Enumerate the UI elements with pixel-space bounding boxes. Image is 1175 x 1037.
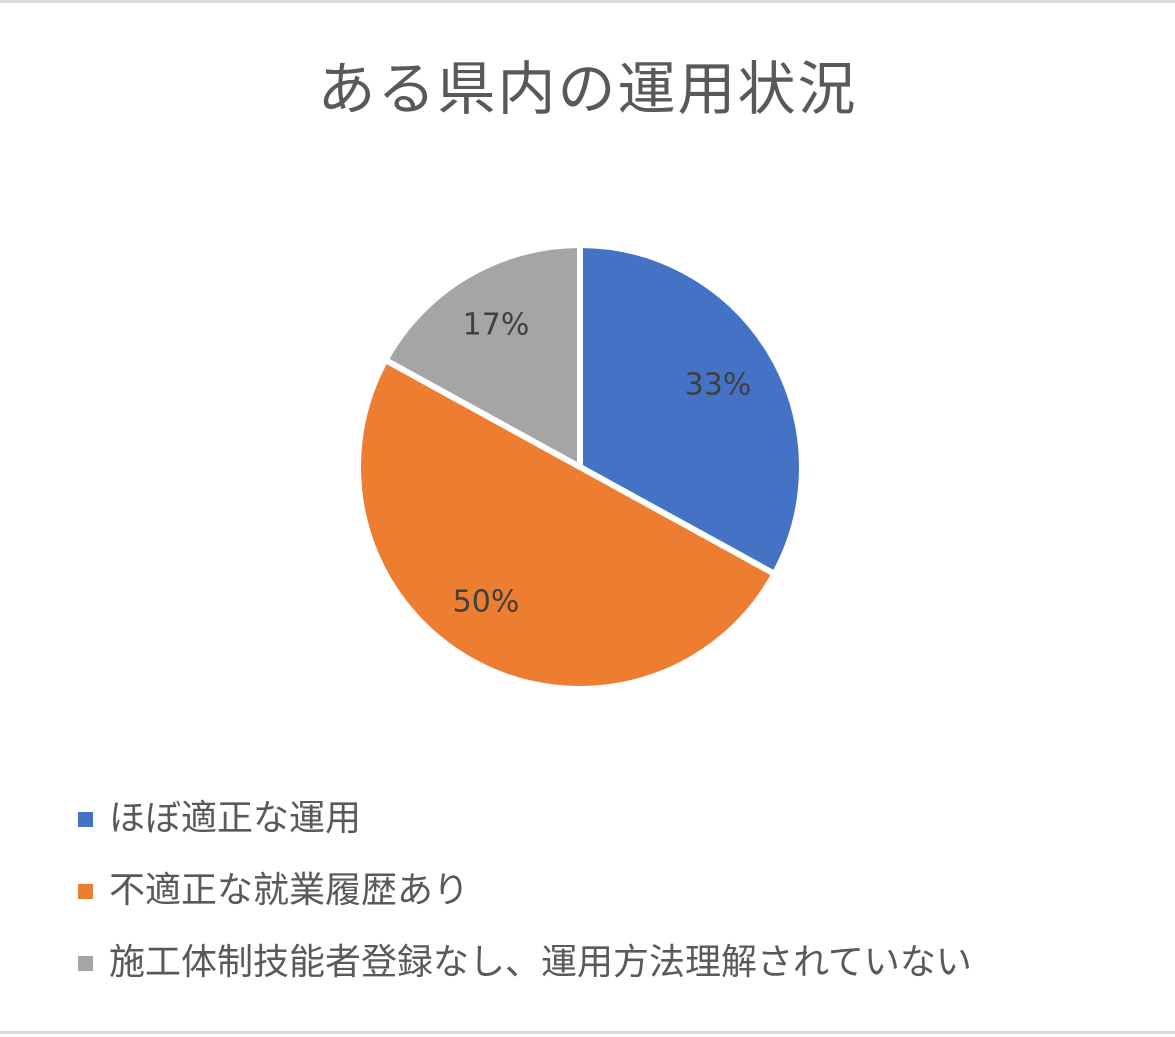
legend-swatch — [78, 883, 93, 899]
legend-label: 不適正な就業履歴あり — [109, 870, 470, 911]
pie-chart: 33% 50% 17% — [355, 242, 805, 692]
data-label: 33% — [685, 368, 752, 403]
legend-swatch — [78, 955, 93, 971]
legend: ほぼ適正な運用 不適正な就業履歴あり 施工体制技能者登録なし、運用方法理解されて… — [78, 793, 972, 1009]
data-label: 17% — [463, 308, 530, 343]
pie-slice — [382, 242, 583, 470]
legend-item: 不適正な就業履歴あり — [78, 865, 972, 917]
legend-swatch — [78, 811, 93, 827]
chart-title: ある県内の運用状況 — [317, 55, 858, 123]
legend-item: 施工体制技能者登録なし、運用方法理解されていない — [78, 937, 972, 989]
pie-slice — [355, 357, 778, 692]
legend-label: ほぼ適正な運用 — [109, 798, 362, 839]
legend-label: 施工体制技能者登録なし、運用方法理解されていない — [109, 942, 972, 983]
legend-item: ほぼ適正な運用 — [78, 793, 972, 845]
pie-slice — [577, 242, 805, 577]
data-label: 50% — [453, 585, 520, 620]
